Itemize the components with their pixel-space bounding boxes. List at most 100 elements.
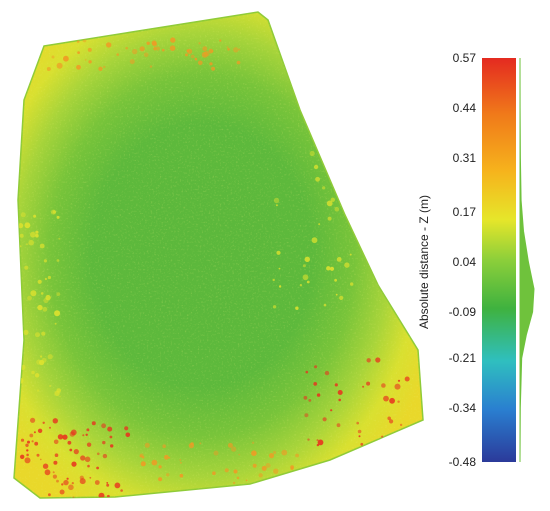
hot-spot <box>84 456 91 463</box>
hot-spot <box>53 460 58 465</box>
hot-spot <box>334 383 338 387</box>
hot-spot <box>335 293 338 296</box>
hot-spot <box>326 200 333 207</box>
hot-spot <box>61 483 64 486</box>
hot-spot <box>336 257 342 262</box>
hot-spot <box>56 62 63 69</box>
hot-spot <box>54 310 61 317</box>
hot-spot <box>52 471 55 474</box>
hot-spot <box>80 455 86 461</box>
hot-spot <box>233 469 238 474</box>
hot-spot <box>85 433 88 436</box>
hot-spot <box>58 237 61 240</box>
hot-spot <box>313 164 319 170</box>
hot-spot <box>116 53 119 56</box>
hot-spot <box>185 53 188 57</box>
hot-spot <box>54 322 57 325</box>
hot-spot <box>26 243 28 246</box>
hot-spot <box>238 48 241 51</box>
hot-spot <box>315 176 320 182</box>
hot-spot <box>251 450 257 457</box>
hot-spot <box>42 463 49 469</box>
hot-spot <box>67 440 72 445</box>
hot-spot <box>190 54 195 59</box>
hot-spot <box>397 379 401 382</box>
hot-spot <box>103 65 106 69</box>
hot-spot <box>94 480 100 485</box>
hot-spot <box>86 442 92 447</box>
hot-spot <box>212 471 216 476</box>
hot-spot <box>293 477 300 484</box>
hot-spot <box>349 187 356 193</box>
hot-spot <box>63 479 69 486</box>
hot-spot <box>53 439 59 445</box>
hot-spot <box>77 51 80 54</box>
distance-map <box>13 11 424 499</box>
hot-spot <box>76 40 80 43</box>
hot-spot <box>198 60 203 66</box>
hot-spot <box>337 390 343 395</box>
hot-spot <box>350 166 352 168</box>
hot-spot <box>166 473 170 477</box>
hot-spot <box>49 385 51 387</box>
hot-spot <box>302 274 309 281</box>
hot-spot <box>19 233 24 238</box>
hot-spot <box>366 381 371 386</box>
hot-spot <box>110 444 114 448</box>
hot-spot <box>330 197 335 202</box>
hot-spot <box>144 442 150 448</box>
hot-spot <box>47 275 52 280</box>
hot-spot <box>324 370 330 376</box>
hot-spot <box>18 223 24 229</box>
hot-spot <box>42 306 48 312</box>
hot-spot <box>71 482 74 485</box>
hot-spot <box>273 468 279 474</box>
hot-spot <box>356 421 360 425</box>
hot-spot <box>168 456 171 459</box>
hot-spot <box>66 477 69 480</box>
hot-spot <box>49 426 51 429</box>
colorbar-title: Absolute distance - Z (m) <box>417 195 431 329</box>
hot-spot <box>153 47 157 51</box>
hot-spot <box>40 458 42 461</box>
hot-spot <box>375 443 379 447</box>
hot-spot <box>338 398 342 402</box>
hot-spot <box>28 239 34 246</box>
colorbar: 0.57 0.44 0.31 0.17 0.04 -0.09 -0.21 -0.34 -0.48… <box>417 51 535 469</box>
hot-spot <box>400 433 404 437</box>
hot-spots <box>17 37 410 498</box>
hot-spot <box>24 222 31 229</box>
hot-spot <box>306 280 310 284</box>
hot-spot <box>27 295 32 301</box>
hot-spot <box>397 400 400 403</box>
hot-spot <box>56 388 61 393</box>
hot-spot <box>209 62 213 66</box>
hot-spot <box>91 421 96 426</box>
hot-spot <box>151 459 158 466</box>
hot-spot <box>82 434 85 437</box>
hot-spot <box>164 454 169 460</box>
hot-spot <box>327 216 332 221</box>
hot-spot <box>106 482 109 484</box>
hot-spot <box>273 197 280 204</box>
hot-spot <box>62 434 68 440</box>
hot-spot <box>44 277 48 281</box>
hot-spot <box>114 482 121 489</box>
hot-spot <box>275 204 278 207</box>
hot-spot <box>98 66 103 72</box>
hot-spot <box>272 278 275 282</box>
hot-spot <box>236 476 240 480</box>
hot-spot <box>107 494 110 498</box>
hot-spot <box>20 212 26 218</box>
hot-spot <box>211 66 216 71</box>
hot-spot <box>45 294 51 301</box>
hot-spot <box>87 47 92 52</box>
hot-spot <box>46 67 51 71</box>
hot-spot <box>40 292 44 295</box>
hot-spot <box>297 487 300 490</box>
hot-spot <box>42 421 45 424</box>
hot-spot <box>278 267 281 270</box>
hot-spot <box>26 449 29 452</box>
hot-spot <box>362 385 365 388</box>
hot-spot <box>304 413 309 418</box>
